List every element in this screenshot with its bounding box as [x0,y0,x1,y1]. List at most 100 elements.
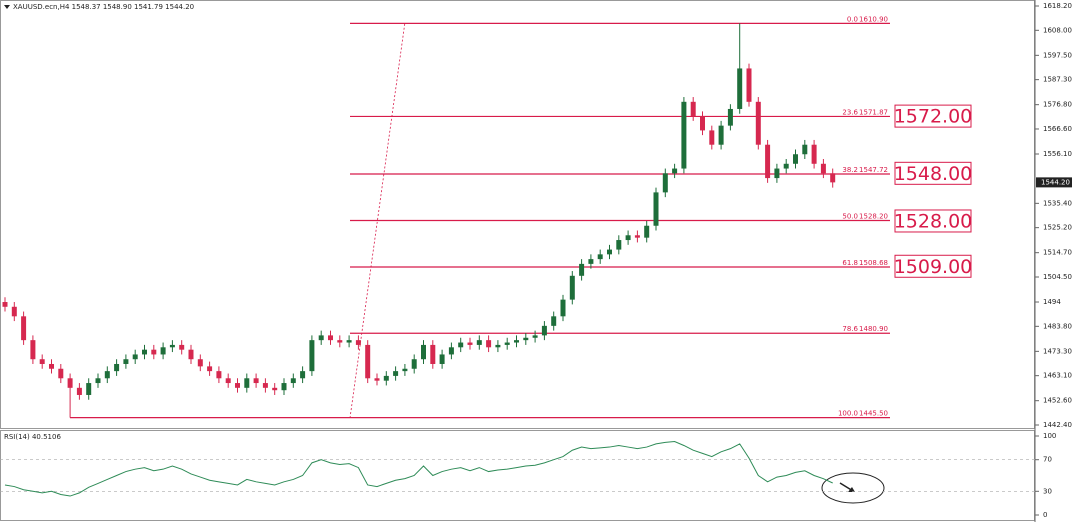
candle-body [514,340,519,343]
y-tick-label: 1494 [1043,298,1061,306]
y-tick-label: 1463.10 [1043,372,1072,380]
candle-body [290,378,296,384]
y-tick-label: 1587.30 [1043,76,1072,84]
target-label: 1572.00 [894,106,973,128]
candle-body [197,359,203,367]
candle-body [76,387,82,395]
current-price-label: 1544.20 [1041,178,1070,186]
candle-body [820,163,826,174]
candle-body [188,349,194,360]
candle-body [383,375,389,381]
candle-body [58,368,64,379]
fib-level: 61.8 [842,259,858,267]
candle-body [625,235,631,241]
candle-body [169,344,175,348]
candle-body [39,359,45,364]
candle-body [393,371,399,376]
candle-body [718,125,724,145]
fib-price: 1508.68 [859,259,888,267]
candle-body [151,349,157,355]
candle-body [318,335,324,341]
y-tick-label: 1618.20 [1043,2,1072,10]
y-tick-label: 1535.40 [1043,199,1072,207]
candle-body [634,235,640,238]
candle-body [551,316,557,326]
candle-body [793,154,798,164]
candle-body [467,342,473,345]
candle-body [541,325,547,336]
candle-body [579,263,585,276]
target-label: 1548.00 [894,163,973,185]
y-tick-label: 1525.20 [1043,224,1072,232]
candle-body [281,383,287,391]
fib-level: 50.0 [842,213,858,221]
y-tick-label: 1452.60 [1043,397,1072,405]
candle-body [160,347,166,355]
y-tick-label: 1504.50 [1043,273,1072,281]
collapse-icon [4,5,10,9]
candle-body [495,344,501,348]
fib-anchor-line [349,21,406,419]
rsi-line [4,441,833,497]
y-tick-label: 1576.80 [1043,101,1072,109]
candle-body [597,254,603,260]
candle-body [439,354,445,364]
candle-body [486,340,492,348]
y-tick-label: 70 [1043,456,1052,464]
candle-body [402,368,408,372]
candle-body [262,383,268,388]
candle-body [30,340,36,360]
candle-body [123,359,129,364]
candle-body [448,347,454,355]
candle-body [244,378,250,388]
candle-body [346,340,352,343]
candle-body [532,335,538,338]
candle-body [67,378,73,388]
candle-body [207,366,213,372]
candle-body [802,144,808,155]
y-tick-label: 1566.60 [1043,125,1072,133]
candle-body [569,275,575,300]
target-box [894,209,972,233]
candle-body [681,101,687,169]
candle-body [2,302,8,307]
candle-body [830,173,836,183]
candle-body [95,378,101,384]
candle-body [374,378,380,381]
candle-body [328,335,333,341]
candle-body [114,363,120,372]
y-tick-label: 1597.50 [1043,51,1072,59]
rsi-panel [0,430,1035,521]
candle-body [476,340,482,345]
candle-body [783,163,789,169]
candle-body [411,359,417,369]
candle-body [132,354,138,360]
annotation-arrowhead [848,487,855,492]
candle-body [86,383,92,395]
candle-body [235,383,240,388]
candle-body [49,363,54,369]
y-tick-label: 1608.00 [1043,26,1072,34]
candle-body [690,101,696,117]
candle-body [616,240,622,250]
candle-body [811,144,817,164]
y-tick-label: 1473.30 [1043,347,1072,355]
candle-body [644,225,650,238]
candle-body [337,340,343,343]
candle-body [309,340,315,372]
candle-body [21,316,27,341]
y-tick-label: 0 [1043,511,1047,519]
candle-body [774,168,780,179]
candle-body [355,340,361,345]
candle-body [709,130,715,145]
candle-body [560,299,566,317]
y-tick-label: 100 [1043,432,1056,440]
fib-level: 100.0 [838,410,858,418]
target-box [894,161,972,185]
target-label: 1528.00 [894,210,973,232]
candle-body [179,344,185,350]
candle-body [523,337,529,341]
candle-body [11,306,17,317]
target-box [894,254,972,278]
